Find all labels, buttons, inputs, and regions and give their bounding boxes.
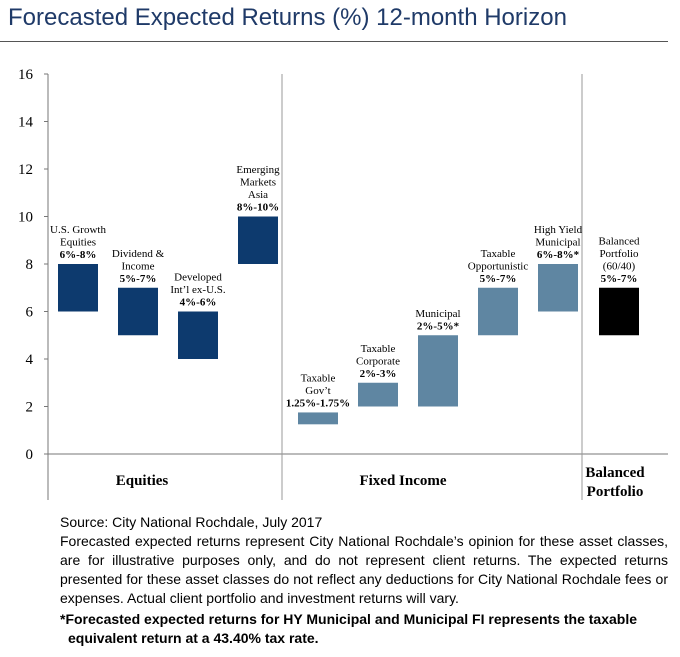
range-bar: [58, 264, 98, 312]
range-bar: [238, 216, 278, 264]
bar-category-label: Int’l ex-U.S.: [170, 284, 226, 296]
range-bar: [118, 287, 158, 336]
chart-title: Forecasted Expected Returns (%) 12-month…: [8, 4, 567, 31]
range-bar: [478, 287, 518, 336]
bar-category-label: Taxable: [361, 343, 396, 355]
y-tick-label: 8: [26, 257, 34, 273]
range-bar: [298, 412, 338, 425]
notes-block: Source: City National Rochdale, July 201…: [60, 513, 668, 648]
bar-category-label: Income: [122, 260, 155, 272]
range-bar: [178, 311, 218, 359]
tax-footnote: *Forecasted expected returns for HY Muni…: [60, 611, 638, 646]
title-divider: [0, 41, 668, 42]
bar-category-label: Municipal: [415, 308, 460, 320]
y-tick-label: 2: [26, 400, 34, 416]
bar-category-label: Balanced: [599, 235, 640, 247]
bar-range-label: 4%-6%: [180, 297, 217, 309]
bar-range-label: 2%-5%*: [417, 320, 460, 332]
y-tick-label: 12: [18, 162, 33, 178]
y-tick-label: 14: [18, 115, 34, 131]
bar-category-label: Portfolio: [599, 248, 639, 260]
bar-range-label: 6%-8%*: [537, 249, 580, 261]
bar-category-label: Opportunistic: [468, 260, 529, 272]
bar-category-label: (60/40): [603, 260, 636, 272]
bar-category-label: Taxable: [301, 372, 336, 384]
bar-category-label: Dividend &: [112, 248, 165, 260]
bar-category-label: Emerging: [236, 164, 280, 176]
bar-category-label: High Yield: [534, 224, 583, 236]
y-tick-label: 10: [18, 210, 33, 226]
bar-range-label: 8%-10%: [237, 202, 279, 214]
bar-range-label: 5%-7%: [120, 273, 157, 285]
group-label: Fixed Income: [359, 473, 446, 489]
bar-range-label: 1.25%-1.75%: [286, 397, 350, 409]
bar-category-label: Municipal: [535, 237, 580, 249]
bar-range-label: 2%-3%: [360, 368, 397, 380]
bar-category-label: Gov’t: [305, 385, 330, 397]
bar-category-label: Markets: [240, 177, 276, 189]
group-label: Portfolio: [587, 484, 644, 500]
y-tick-label: 16: [18, 67, 34, 83]
group-label: Equities: [116, 473, 169, 489]
y-tick-label: 0: [26, 447, 34, 463]
y-tick-label: 6: [26, 305, 34, 321]
bar-category-label: Taxable: [481, 248, 516, 260]
range-bar: [538, 264, 578, 312]
bar-range-label: 6%-8%: [60, 249, 97, 261]
disclaimer-note: Forecasted expected returns represent Ci…: [60, 533, 668, 606]
bar-category-label: Developed: [174, 272, 222, 284]
range-bar: [358, 382, 398, 407]
range-bar: [418, 335, 458, 407]
y-tick-label: 4: [26, 352, 34, 368]
bar-range-label: 5%-7%: [480, 273, 517, 285]
range-bar: [599, 287, 639, 336]
bar-category-label: Equities: [60, 237, 96, 249]
bar-range-label: 5%-7%: [601, 273, 638, 285]
source-note: Source: City National Rochdale, July 201…: [60, 514, 323, 530]
group-label: Balanced: [585, 465, 645, 481]
bar-category-label: Asia: [248, 189, 268, 201]
bar-category-label: Corporate: [356, 355, 400, 367]
bar-category-label: U.S. Growth: [50, 224, 106, 236]
